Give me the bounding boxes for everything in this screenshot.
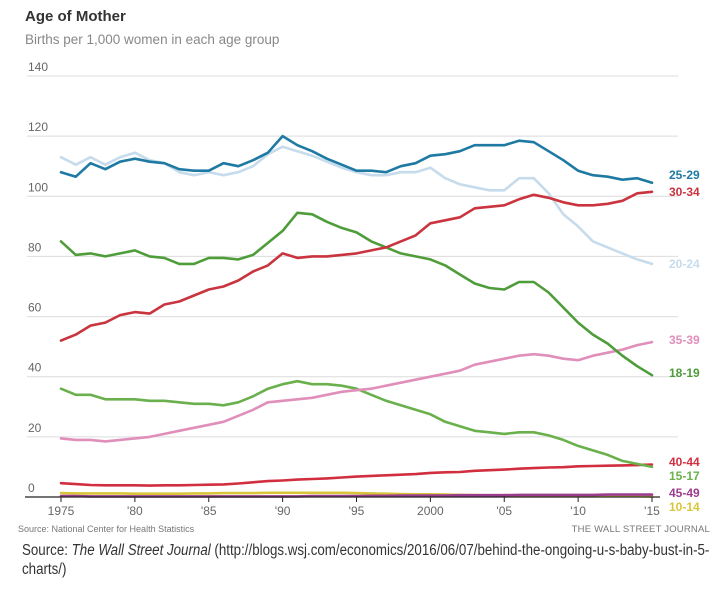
image-caption: Source: The Wall Street Journal (http://… (22, 541, 710, 579)
x-tick-label: '15 (644, 504, 660, 518)
y-axis-ticks: 0 20 40 60 80 100 120 140 (28, 60, 48, 495)
series-line-25-29 (59, 134, 654, 185)
x-tick-label: '95 (349, 504, 365, 518)
chart-title: Age of Mother (25, 8, 126, 25)
series-label-30-34: 30-34 (669, 185, 700, 199)
series-label-10-14: 10-14 (669, 500, 700, 514)
series-label-40-44: 40-44 (669, 455, 700, 469)
series-label-18-19: 18-19 (669, 366, 700, 380)
series-label-25-29: 25-29 (669, 168, 700, 182)
x-tick-label: '05 (496, 504, 512, 518)
series-line-20-24 (59, 145, 654, 266)
x-tick-label: 1975 (48, 504, 75, 518)
y-tick-label: 40 (28, 361, 42, 375)
series-line-35-39 (59, 340, 654, 443)
data-source-note: Source: National Center for Health Stati… (18, 524, 195, 534)
x-tick-label: '10 (570, 504, 586, 518)
x-tick-label: '80 (127, 504, 143, 518)
series-label-45-49: 45-49 (669, 486, 700, 500)
x-tick-label: '85 (201, 504, 217, 518)
y-tick-label: 80 (28, 240, 42, 254)
series-label-35-39: 35-39 (669, 333, 700, 347)
y-tick-label: 100 (28, 180, 48, 194)
series-lines (59, 134, 654, 498)
y-tick-label: 120 (28, 120, 48, 134)
series-line-40-44 (59, 463, 654, 487)
series-label-15-17: 15-17 (669, 469, 700, 483)
x-tick-label: '90 (275, 504, 291, 518)
chart-subtitle: Births per 1,000 women in each age group (25, 32, 280, 47)
x-axis: 1975 '80 '85 '90 '95 2000 '05 '10 '15 (25, 496, 660, 518)
caption-publication: The Wall Street Journal (71, 542, 211, 559)
y-tick-label: 60 (28, 301, 42, 315)
gridlines (27, 75, 678, 438)
publisher-credit: THE WALL STREET JOURNAL (571, 524, 710, 535)
y-tick-label: 140 (28, 60, 48, 74)
y-tick-label: 20 (28, 421, 42, 435)
x-tick-label: 2000 (417, 504, 444, 518)
series-label-20-24: 20-24 (669, 257, 700, 271)
series-line-30-34 (59, 190, 654, 342)
series-line-15-17 (59, 379, 654, 469)
y-tick-label: 0 (28, 481, 35, 495)
caption-prefix: Source: (22, 542, 72, 559)
series-line-18-19 (59, 211, 654, 377)
caption-url: (http://blogs.wsj.com/economics/2016/06/… (22, 542, 710, 578)
